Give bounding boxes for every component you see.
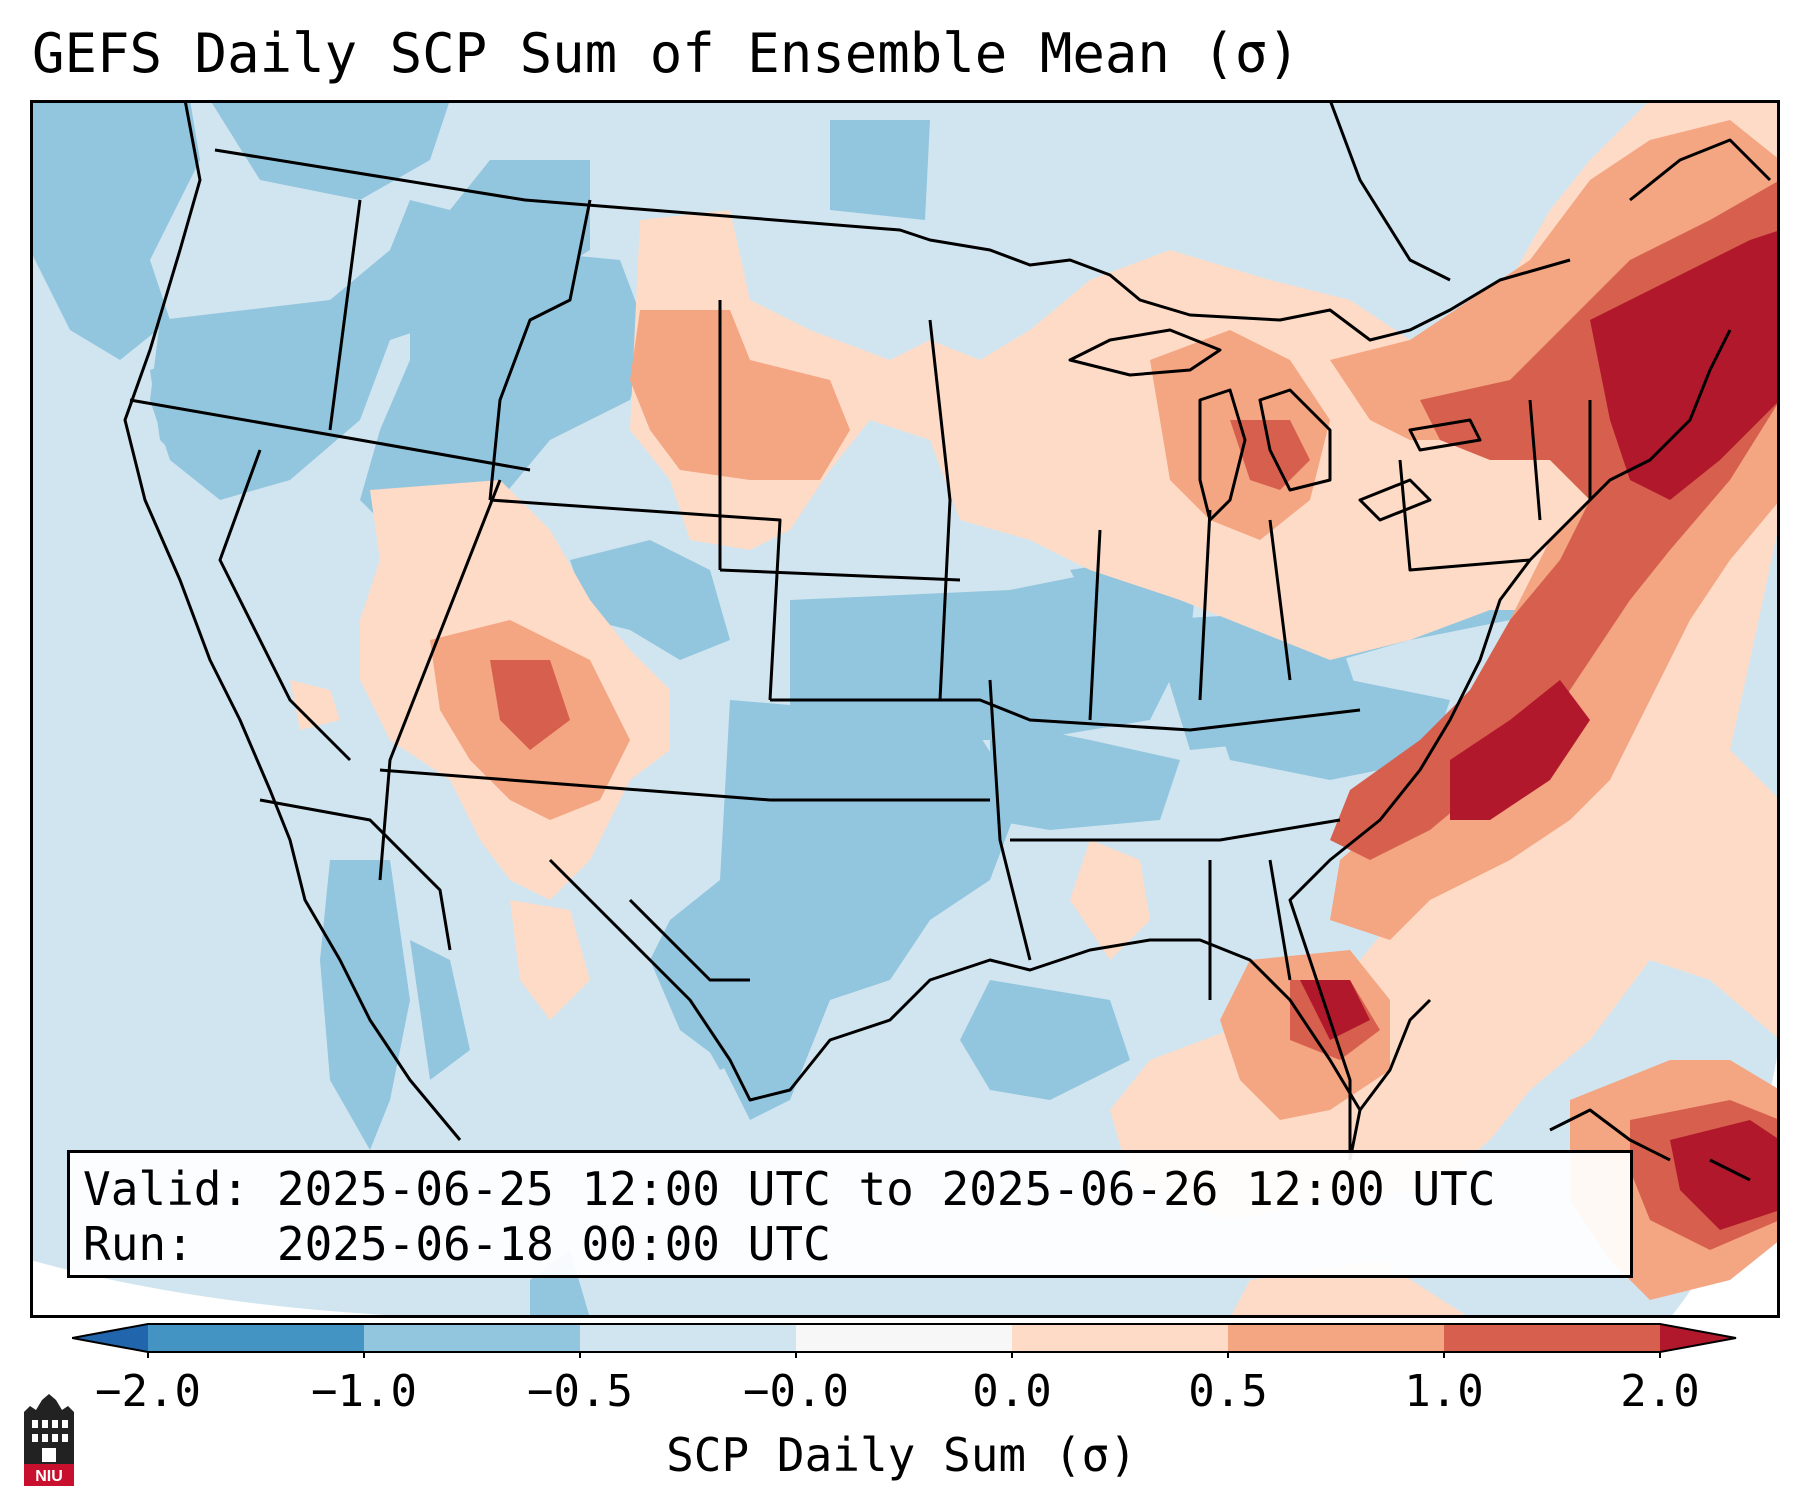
colorbar-segment — [1012, 1324, 1228, 1352]
colorbar-segment — [796, 1324, 1012, 1352]
colorbar-segment — [1444, 1324, 1660, 1352]
tick-label: 0.0 — [972, 1366, 1052, 1417]
colorbar-segment — [364, 1324, 580, 1352]
map-borders — [123, 100, 1772, 1182]
colorbar — [72, 1323, 1737, 1358]
tick-label: −1.0 — [311, 1366, 417, 1417]
tick-label: −0.0 — [743, 1366, 849, 1417]
valid-value: 2025-06-25 12:00 UTC to 2025-06-26 12:00… — [276, 1162, 1496, 1216]
colorbar-segment — [148, 1324, 364, 1352]
tick-label: −2.0 — [95, 1366, 201, 1417]
valid-row: Valid: 2025-06-25 12:00 UTC to 2025-06-2… — [83, 1162, 1630, 1217]
logo-text: NIU — [35, 1468, 63, 1485]
colorbar-segment — [1228, 1324, 1444, 1352]
scp-map — [30, 100, 1780, 1318]
run-value: 2025-06-18 00:00 UTC — [276, 1217, 831, 1271]
tick-label: 2.0 — [1620, 1366, 1700, 1417]
map-title: GEFS Daily SCP Sum of Ensemble Mean (σ) — [32, 22, 1300, 85]
colorbar-extend-high — [1660, 1324, 1736, 1352]
run-row: Run: 2025-06-18 00:00 UTC — [83, 1217, 1630, 1272]
colorbar-label: SCP Daily Sum (σ) — [666, 1428, 1137, 1482]
tick-label: −0.5 — [527, 1366, 633, 1417]
run-label: Run: — [83, 1217, 194, 1271]
validity-info-box: Valid: 2025-06-25 12:00 UTC to 2025-06-2… — [67, 1150, 1633, 1278]
extreme-positive-regions — [1300, 230, 1780, 1230]
colorbar-segment — [580, 1324, 796, 1352]
tick-label: 1.0 — [1404, 1366, 1484, 1417]
tick-label: 0.5 — [1188, 1366, 1268, 1417]
niu-logo: NIU — [24, 1394, 74, 1486]
domain-edge-left — [30, 1260, 450, 1318]
valid-label: Valid: — [83, 1162, 250, 1216]
map-frame — [30, 100, 1780, 1318]
colorbar-extend-low — [72, 1324, 148, 1352]
